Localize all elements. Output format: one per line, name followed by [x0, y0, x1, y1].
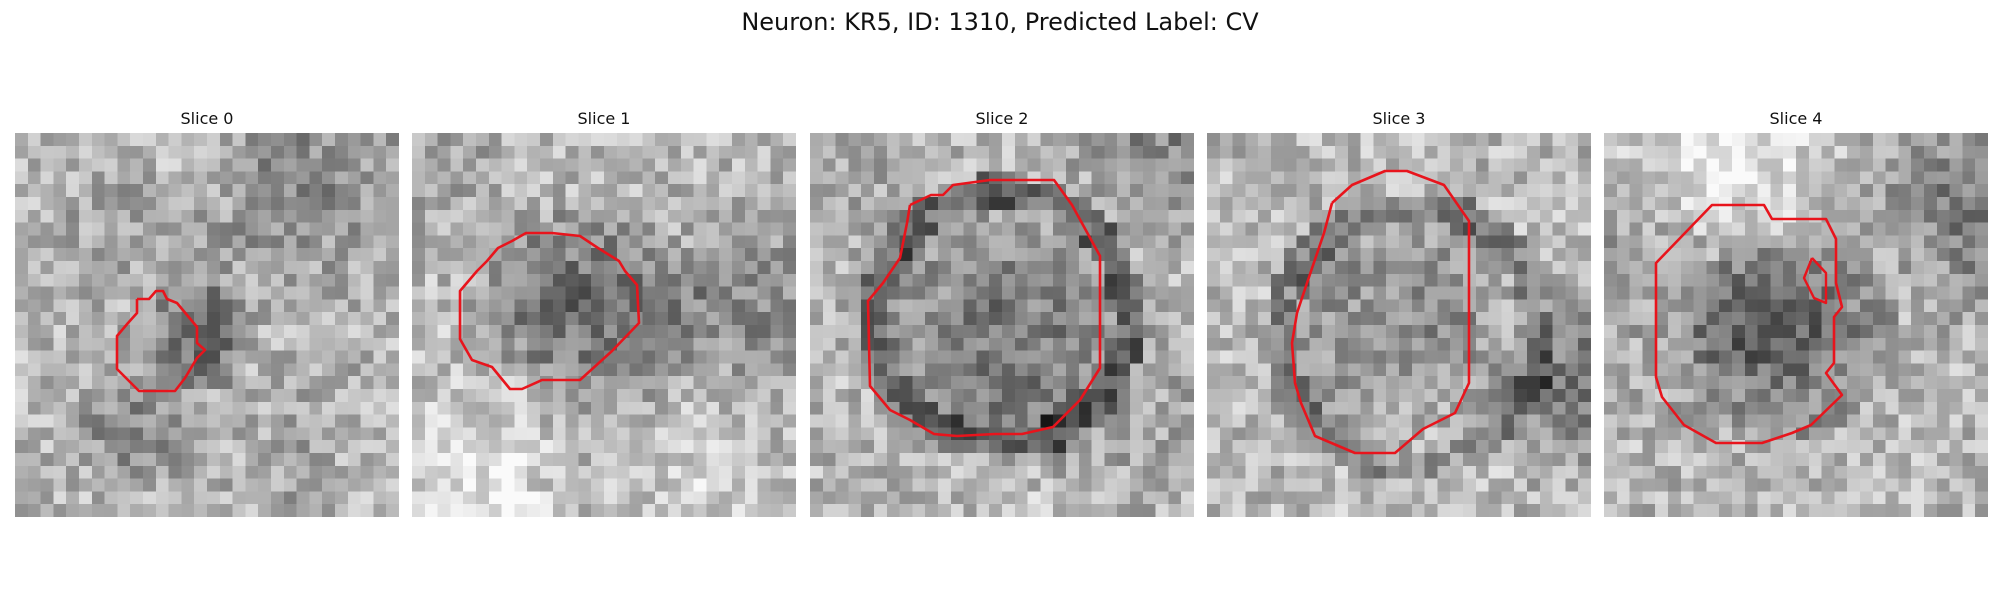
slice-1-contour-layer: [458, 231, 641, 391]
slice-1-contour: [458, 231, 641, 391]
slice-4-image: [1604, 133, 1988, 517]
slice-0-image: [15, 133, 399, 517]
slice-0-title: Slice 0: [180, 109, 234, 128]
slice-2-title: Slice 2: [975, 109, 1029, 128]
slice-3-panel: Slice 3: [1207, 108, 1591, 517]
slice-4-contour-layer: [1654, 203, 1844, 445]
slice-1-image: [412, 133, 796, 517]
slice-1-panel: Slice 1: [412, 108, 796, 517]
slice-4-title: Slice 4: [1769, 109, 1823, 128]
slice-4-panel: Slice 4: [1604, 108, 1988, 517]
slice-0-contour-layer: [115, 289, 207, 393]
figure-title: Neuron: KR5, ID: 1310, Predicted Label: …: [741, 8, 1259, 36]
slice-4-contour: [1654, 203, 1844, 445]
slice-0-panel: Slice 0: [15, 108, 399, 517]
slice-3-contour: [1290, 169, 1471, 455]
slice-3-image: [1207, 133, 1591, 517]
slice-3-title: Slice 3: [1372, 109, 1426, 128]
slice-0-contour: [115, 289, 207, 393]
slice-2-contour: [866, 178, 1102, 438]
slice-3-contour-layer: [1290, 169, 1471, 455]
slice-2-image: [810, 133, 1194, 517]
slice-2-contour-layer: [866, 178, 1102, 438]
slice-2-panel: Slice 2: [810, 108, 1194, 517]
slice-4-contour-inner: [1802, 257, 1828, 305]
slice-1-title: Slice 1: [577, 109, 631, 128]
